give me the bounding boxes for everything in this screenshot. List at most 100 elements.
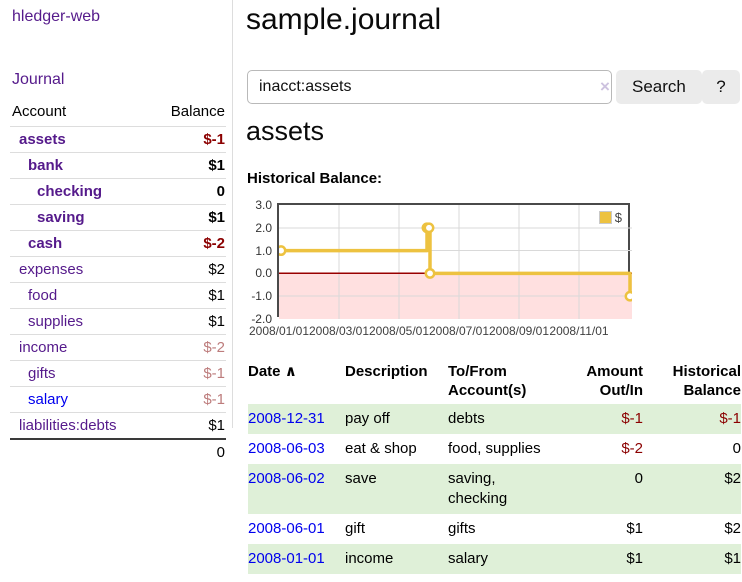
transaction-date-link[interactable]: 2008-01-01 [248,550,325,567]
account-heading: assets [246,116,325,146]
transaction-amount: $1 [626,520,643,537]
register-row: 2008-12-31 pay off debts $-1 $-1 [248,404,741,434]
app-brand-link[interactable]: hledger-web [12,8,101,25]
account-balance: $1 [150,204,226,231]
transaction-amount: $1 [563,544,643,574]
transaction-accounts: gifts [448,520,476,537]
account-link-checking[interactable]: checking [37,183,103,200]
page-title: sample.journal [246,3,442,36]
account-balance: $1 [150,152,226,179]
account-balance: $1 [150,308,226,335]
account-link-income[interactable]: income [19,339,68,356]
transaction-balance: $2 [643,464,741,514]
transaction-balance: $1 [643,544,741,574]
account-row: supplies $1 [10,308,226,335]
column-header-accounts: To/From Account(s) [448,363,527,399]
account-row: liabilities:debts $1 [10,412,226,439]
account-row: expenses $2 [10,256,226,283]
transaction-amount: 0 [563,464,643,514]
account-row: saving $1 [10,204,226,231]
balance-chart: 3.0 2.0 1.0 0.0 -1.0 -2.0 [248,196,640,344]
chart-gridlines [279,205,632,319]
account-row: cash $-2 [10,230,226,257]
transaction-balance: 0 [732,440,741,457]
accounts-balance-table: Account Balance assets $-1 bank $1 checkin… [10,101,226,465]
account-link-assets[interactable]: assets [19,131,66,148]
account-row: bank $1 [10,152,226,179]
column-header-description: Description [345,363,428,380]
search-button[interactable]: Search [616,70,702,104]
y-axis-tick-label: 3.0 [255,198,272,212]
transaction-accounts: debts [448,404,563,434]
accounts-total-row: 0 [10,438,226,465]
transaction-amount: $-1 [563,404,643,434]
y-axis-tick-label: 0.0 [255,266,272,280]
account-row: gifts $-1 [10,360,226,387]
x-axis-tick-label: 2008/11/01 [549,324,609,338]
account-row: income $-2 [10,334,226,361]
account-link-food[interactable]: food [28,287,58,304]
account-balance: $-1 [150,386,226,413]
register-row: 2008-06-01 gift gifts $1 $2 [248,514,741,544]
transaction-description: save [345,464,448,514]
y-axis-tick-label: 2.0 [255,221,272,235]
account-link-saving[interactable]: saving [37,209,85,226]
column-header-date[interactable]: Date ∧ [248,363,297,380]
legend-series-label: $ [614,210,622,225]
transaction-balance: $-1 [643,404,741,434]
transaction-accounts: saving, checking [448,464,563,514]
column-header-amount: Amount Out/In [586,363,643,399]
account-row: salary $-1 [10,386,226,413]
search-input[interactable] [247,70,612,104]
account-balance: $2 [150,256,226,283]
transaction-description: income [345,544,448,574]
account-link-bank[interactable]: bank [28,157,64,174]
register-row: 2008-01-01 income salary $1 $1 [248,544,741,574]
transaction-balance: $2 [724,520,741,537]
account-link-cash[interactable]: cash [28,235,63,252]
clear-search-icon[interactable]: × [600,77,610,96]
transaction-date-link[interactable]: 2008-06-03 [248,440,325,457]
y-axis-tick-label: -1.0 [251,289,272,303]
register-row: 2008-06-03 eat & shop food, supplies $-2… [248,434,741,464]
chart-legend: $ [596,209,624,226]
transaction-date-link[interactable]: 2008-06-02 [248,470,325,487]
transaction-accounts: food, supplies [448,440,541,457]
transaction-date-link[interactable]: 2008-06-01 [248,520,325,537]
transaction-description: gift [345,520,366,537]
chart-title: Historical Balance: [247,170,383,187]
x-axis-tick-label: 2008/09/01 [488,324,550,338]
column-header-balance: Historical Balance [672,363,741,399]
chart-canvas [275,205,636,319]
x-axis-tick-label: 2008/03/01 [308,324,370,338]
help-button[interactable]: ? [702,70,740,104]
sort-ascending-icon: ∧ [284,363,297,380]
transaction-date-link[interactable]: 2008-12-31 [248,410,325,427]
account-link-liabilities-debts[interactable]: liabilities:debts [19,417,117,434]
account-balance: $1 [150,282,226,309]
account-row: food $1 [10,282,226,309]
account-link-gifts[interactable]: gifts [28,365,56,382]
y-axis-tick-label: 1.0 [255,244,272,258]
account-link-salary[interactable]: salary [28,391,69,408]
balance-column-header: Balance [170,103,225,120]
account-link-expenses[interactable]: expenses [19,261,84,278]
account-balance: $-2 [150,334,226,361]
register-header-row: Date ∧ Description To/From Account(s) Amo… [248,360,741,404]
register-row: 2008-06-02 save saving, checking 0 $2 [248,464,741,514]
account-link-supplies[interactable]: supplies [28,313,84,330]
accounts-total-value: 0 [150,438,226,465]
account-balance: $1 [150,412,226,439]
transaction-amount: $-2 [621,440,643,457]
account-row: assets $-1 [10,126,226,153]
account-balance: $-1 [150,126,226,153]
chart-plot-area: $ [275,203,636,319]
account-balance: 0 [150,178,226,205]
transaction-description: eat & shop [345,440,417,457]
sidebar-item-journal[interactable]: Journal [12,71,65,88]
register-table: Date ∧ Description To/From Account(s) Amo… [248,360,741,574]
x-axis-tick-label: 2008/05/01 [368,324,430,338]
account-balance: $-2 [150,230,226,257]
legend-series-swatch [598,211,612,224]
